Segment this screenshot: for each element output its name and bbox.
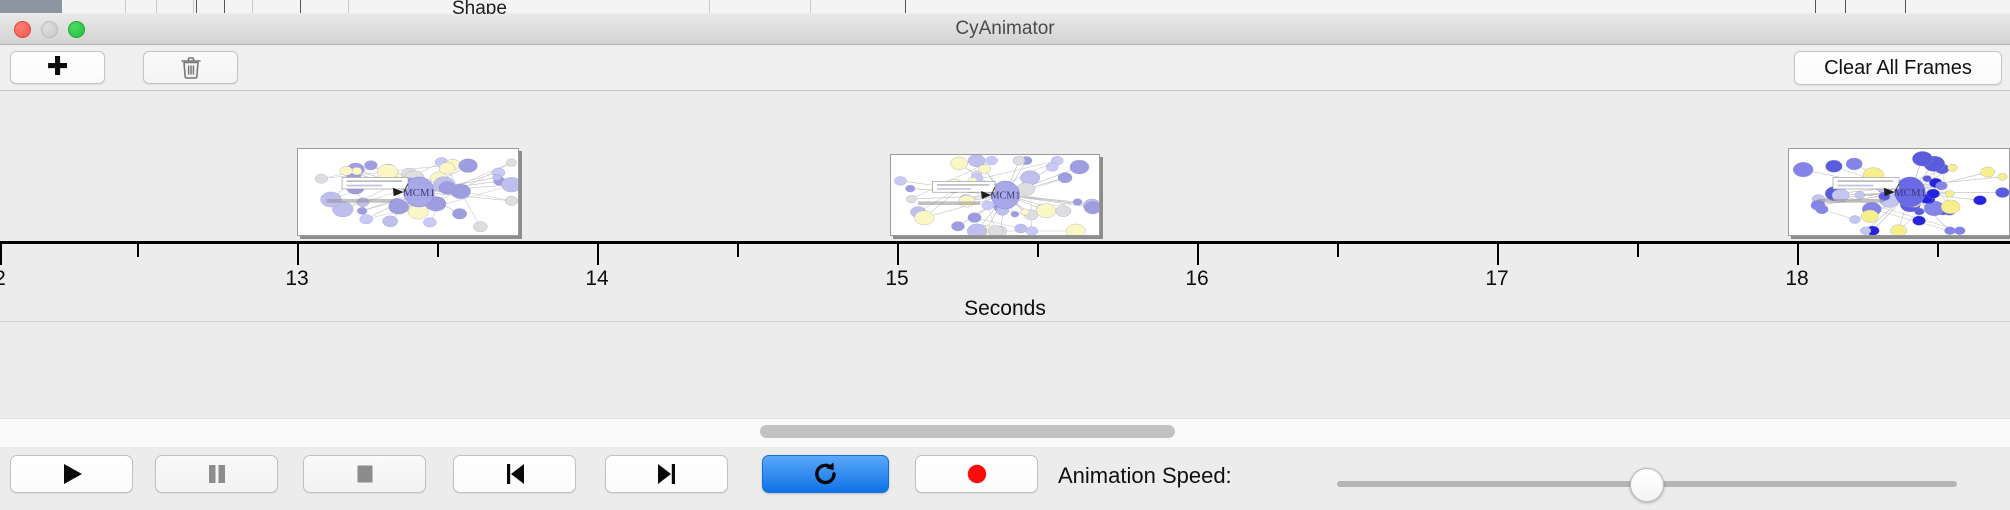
stop-icon xyxy=(353,462,377,486)
play-icon xyxy=(59,462,85,486)
axis-tick xyxy=(897,244,899,265)
title-bar: CyAnimator xyxy=(0,14,2010,45)
frame-thumbnail[interactable]: MCM1 xyxy=(890,154,1100,236)
timeline-panel[interactable]: MCM1 MCM1 MCM1 Seconds 2 13 14 15 16 17 18 xyxy=(0,91,2010,322)
background-cell xyxy=(157,0,194,13)
axis-tick xyxy=(1037,244,1039,257)
axis-tick-label: 14 xyxy=(585,267,609,290)
skip-forward-icon xyxy=(654,462,680,486)
timeline-frame[interactable]: MCM1 xyxy=(297,148,519,236)
svg-text:MCM1: MCM1 xyxy=(990,191,1020,202)
axis-tick xyxy=(0,244,2,265)
axis-line xyxy=(0,241,2010,244)
background-window-label: Shape xyxy=(452,0,507,15)
animation-speed-slider-thumb[interactable] xyxy=(1630,468,1664,502)
animation-speed-label: Animation Speed: xyxy=(1058,463,1232,488)
pause-button[interactable] xyxy=(155,455,278,493)
skip-to-start-button[interactable] xyxy=(453,455,576,493)
axis-tick-label: 17 xyxy=(1485,267,1509,290)
frame-thumbnail[interactable]: MCM1 xyxy=(1788,148,2010,236)
add-frame-button[interactable]: ✚ xyxy=(10,51,105,84)
timeline-axis: Seconds 2 13 14 15 16 17 18 xyxy=(0,241,2010,320)
clear-all-frames-button[interactable]: Clear All Frames xyxy=(1794,51,2002,85)
horizontal-scrollbar-thumb[interactable] xyxy=(760,425,1175,438)
axis-tick-label: 16 xyxy=(1185,267,1209,290)
timeline-frame[interactable]: MCM1 xyxy=(1788,148,2010,236)
background-cell xyxy=(253,0,349,13)
close-icon[interactable] xyxy=(14,21,31,38)
frame-strip[interactable]: MCM1 MCM1 MCM1 xyxy=(0,91,2010,276)
axis-tick xyxy=(1937,244,1939,257)
traffic-lights xyxy=(14,21,85,38)
axis-tick xyxy=(597,244,599,265)
svg-text:MCM1: MCM1 xyxy=(403,187,435,199)
trash-icon xyxy=(180,56,202,80)
background-cell xyxy=(194,0,253,13)
svg-text:MCM1: MCM1 xyxy=(1894,187,1926,199)
loop-button[interactable] xyxy=(762,455,889,493)
axis-tick-label: 18 xyxy=(1785,267,1809,290)
axis-tick xyxy=(1337,244,1339,257)
background-cell xyxy=(63,0,126,13)
maximize-icon[interactable] xyxy=(68,21,85,38)
playback-controls: Animation Speed: xyxy=(0,447,2010,510)
background-cell xyxy=(126,0,157,13)
background-cell xyxy=(710,0,811,13)
minimize-icon[interactable] xyxy=(41,21,58,38)
background-window-sliver: Shape xyxy=(0,0,2010,15)
axis-tick xyxy=(137,244,139,257)
background-cell xyxy=(349,0,710,13)
play-button[interactable] xyxy=(10,455,133,493)
skip-back-icon xyxy=(502,462,528,486)
window-title: CyAnimator xyxy=(955,18,1055,39)
skip-to-end-button[interactable] xyxy=(605,455,728,493)
axis-tick xyxy=(1637,244,1639,257)
axis-tick-label: 2 xyxy=(0,267,6,291)
horizontal-scrollbar-track[interactable] xyxy=(0,418,2010,448)
axis-tick xyxy=(437,244,439,257)
plus-icon: ✚ xyxy=(46,51,69,81)
loop-icon xyxy=(812,461,840,487)
frame-thumbnail[interactable]: MCM1 xyxy=(297,148,519,236)
toolbar: ✚ Clear All Frames xyxy=(0,45,2010,91)
axis-tick xyxy=(297,244,299,265)
background-window-titlebar xyxy=(0,0,62,13)
delete-frame-button[interactable] xyxy=(143,51,238,84)
axis-tick xyxy=(1497,244,1499,265)
pause-icon xyxy=(205,462,229,486)
record-icon xyxy=(965,462,989,486)
axis-tick xyxy=(1797,244,1799,265)
axis-tick xyxy=(1197,244,1199,265)
axis-title: Seconds xyxy=(964,297,1046,320)
axis-tick-label: 13 xyxy=(285,267,309,290)
background-cell xyxy=(811,0,2010,13)
axis-tick-label: 15 xyxy=(885,267,909,290)
axis-tick xyxy=(737,244,739,257)
stop-button[interactable] xyxy=(303,455,426,493)
record-button[interactable] xyxy=(915,455,1038,493)
timeline-frame[interactable]: MCM1 xyxy=(890,154,1100,236)
